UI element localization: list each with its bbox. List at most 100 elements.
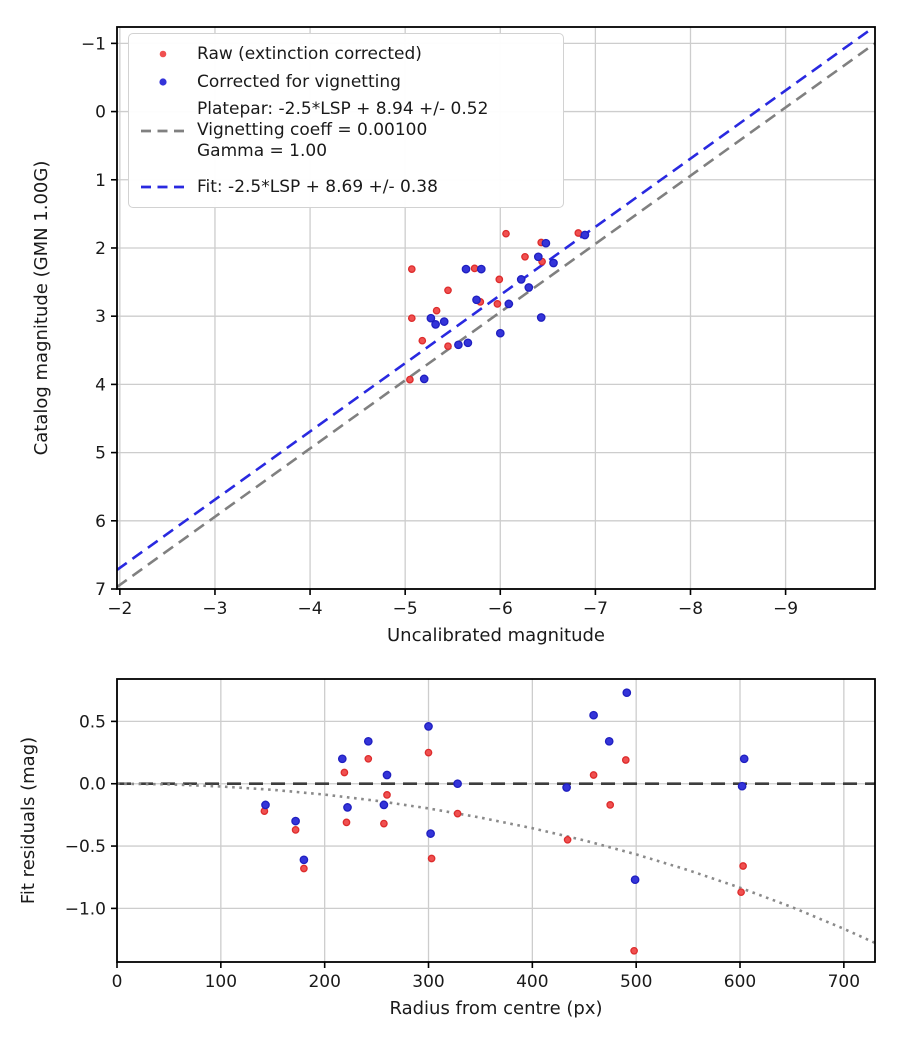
fit-residuals-tick-labels: 0 100 200 300 400 500 600 700 0.5 0.0 −0.5 −1.0 <box>65 712 860 992</box>
vignetting-dot-marker-icon <box>129 75 197 89</box>
magnitude-fit-ticks <box>111 42 787 595</box>
data-point <box>444 286 452 295</box>
legend-label-fit: Fit: -2.5*LSP + 8.69 +/- 0.38 <box>197 177 438 197</box>
magnitude-fit-raw-points <box>406 229 583 384</box>
data-point <box>291 816 300 826</box>
legend-entry-fit: Fit: -2.5*LSP + 8.69 +/- 0.38 <box>129 175 563 199</box>
data-point <box>407 314 416 323</box>
y-tick-label: −1.0 <box>65 899 106 919</box>
x-tick-label: −2 <box>107 599 132 619</box>
x-tick-label: 200 <box>308 972 340 992</box>
fit-residuals-content <box>117 688 875 955</box>
y-tick-label: 2 <box>95 239 106 259</box>
data-point <box>470 264 479 273</box>
fit-dash-marker-icon <box>129 181 197 193</box>
y-tick-label: −0.5 <box>65 837 106 857</box>
x-tick-label: 300 <box>412 972 444 992</box>
data-point <box>476 264 486 274</box>
x-tick-label: −4 <box>298 599 323 619</box>
data-point <box>589 710 598 720</box>
data-point <box>382 770 392 780</box>
x-tick-label: −7 <box>583 599 608 619</box>
data-point <box>454 340 463 350</box>
data-point <box>606 801 615 809</box>
data-point <box>418 336 427 345</box>
data-point <box>453 809 462 818</box>
x-tick-label: 600 <box>724 972 756 992</box>
legend-entry-raw: Raw (extinction corrected) <box>129 42 563 66</box>
data-point <box>461 264 471 274</box>
data-point <box>604 736 614 746</box>
y-tick-label: −1 <box>81 34 106 54</box>
data-point <box>424 722 433 731</box>
data-point <box>342 818 351 827</box>
vignetting-curve <box>117 782 875 945</box>
x-tick-label: −8 <box>678 599 703 619</box>
fit-residuals-ylabel: Fit residuals (mag) <box>18 737 39 904</box>
data-point <box>453 779 462 789</box>
data-point <box>299 855 309 865</box>
y-tick-label: 1 <box>95 171 106 191</box>
fit-line <box>117 27 875 571</box>
data-point <box>574 229 583 237</box>
fit-residuals-raw-points <box>260 748 747 955</box>
data-point <box>524 283 534 292</box>
data-point <box>495 328 505 338</box>
x-tick-label: 100 <box>205 972 237 992</box>
fit-residuals-grid <box>116 679 875 962</box>
data-point <box>622 688 632 698</box>
magnitude-fit-chart: −2 −3 −4 −5 −6 −7 −8 −9 −1 0 1 2 3 4 5 6 7 Uncalibrated m… <box>31 26 876 646</box>
magnitude-fit-tick-labels: −2 −3 −4 −5 −6 −7 −8 −9 −1 0 1 2 3 4 5 6 7 <box>81 34 798 619</box>
data-point <box>563 835 572 844</box>
legend-label-raw: Raw (extinction corrected) <box>197 44 422 64</box>
data-point <box>444 342 452 351</box>
fit-residuals-ticks <box>111 720 845 968</box>
x-tick-label: −9 <box>773 599 798 619</box>
data-point <box>300 864 308 873</box>
y-tick-label: 5 <box>95 444 106 464</box>
data-point <box>521 252 529 261</box>
y-tick-label: 6 <box>95 512 106 532</box>
magnitude-fit-spines <box>116 26 876 590</box>
data-point <box>504 299 514 309</box>
data-point <box>431 320 440 329</box>
x-tick-label: 0 <box>112 972 123 992</box>
y-tick-label: 3 <box>95 307 106 327</box>
data-point <box>261 800 270 810</box>
fit-residuals-spines <box>116 678 876 963</box>
data-point <box>495 275 504 284</box>
x-tick-label: −6 <box>488 599 513 619</box>
data-point <box>533 252 543 262</box>
data-point <box>589 771 598 779</box>
legend-label-platepar: Platepar: -2.5*LSP + 8.94 +/- 0.52 Vigne… <box>197 99 489 161</box>
data-point <box>343 803 352 812</box>
platepar-dash-marker-icon <box>129 125 197 137</box>
data-point <box>737 888 745 897</box>
data-point <box>630 875 640 885</box>
fit-residuals-vig-points <box>261 688 749 885</box>
data-point <box>536 313 546 322</box>
y-tick-label: 0 <box>95 103 106 123</box>
x-tick-label: 500 <box>620 972 652 992</box>
data-point <box>406 375 414 384</box>
data-point <box>472 295 481 305</box>
y-tick-label: 0.5 <box>79 712 106 732</box>
data-point <box>493 300 502 308</box>
data-point <box>379 800 389 810</box>
data-point <box>516 275 526 284</box>
x-tick-label: 400 <box>516 972 548 992</box>
platepar-line <box>117 42 875 589</box>
data-point <box>737 781 747 791</box>
data-point <box>364 754 373 763</box>
x-tick-label: −3 <box>202 599 227 619</box>
data-point <box>363 736 373 746</box>
data-point <box>621 756 630 764</box>
magnitude-fit-vig-points <box>419 230 590 384</box>
magnitude-fit-xlabel: Uncalibrated magnitude <box>387 625 605 646</box>
raw-dot-marker-icon <box>129 47 197 61</box>
data-point <box>427 854 436 863</box>
data-point <box>426 313 436 323</box>
legend-entry-vignetting: Corrected for vignetting <box>129 70 563 94</box>
fit-residuals-chart: 0 100 200 300 400 500 600 700 0.5 0.0 −0.5 −1.0 Radi… <box>18 678 876 1019</box>
